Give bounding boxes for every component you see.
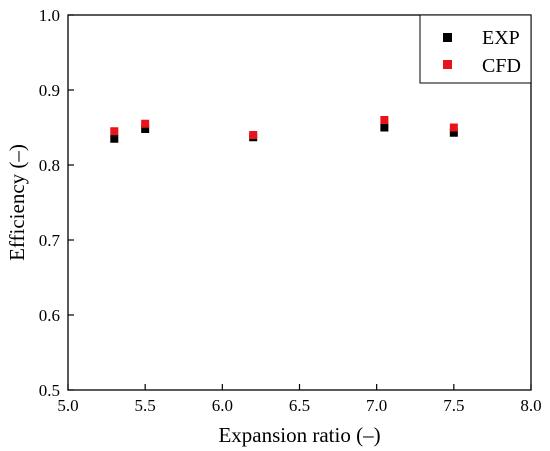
legend-label-cfd: CFD [482, 55, 521, 77]
point-cfd [380, 116, 389, 124]
point-cfd [110, 127, 119, 136]
x-tick-label: 7.0 [366, 396, 387, 415]
y-tick-label: 0.5 [39, 381, 60, 400]
y-tick-label: 0.6 [39, 306, 60, 325]
point-exp [110, 134, 119, 143]
y-axis-ticks: 0.5 0.6 0.7 0.8 0.9 1.0 [39, 6, 74, 400]
x-axis-title: Expansion ratio (–) [218, 423, 380, 447]
y-tick-label: 1.0 [39, 6, 60, 25]
y-tick-label: 0.7 [39, 231, 61, 250]
data-points [110, 116, 458, 143]
x-tick-label: 8.0 [520, 396, 541, 415]
legend-marker-exp [443, 33, 452, 42]
legend: EXP CFD [419, 14, 532, 84]
y-axis-title: Efficiency (–) [5, 144, 29, 261]
x-tick-label: 7.5 [443, 396, 464, 415]
point-cfd [249, 131, 258, 139]
point-exp [141, 125, 150, 133]
point-exp [380, 123, 389, 132]
x-tick-label: 5.5 [135, 396, 156, 415]
point-cfd [449, 123, 458, 132]
x-tick-label: 5.0 [57, 396, 78, 415]
legend-box [419, 14, 532, 84]
x-tick-label: 6.5 [289, 396, 310, 415]
x-axis-ticks: 5.0 5.5 6.0 6.5 7.0 7.5 8.0 [57, 384, 542, 415]
y-tick-label: 0.9 [39, 81, 60, 100]
point-exp [449, 128, 458, 137]
point-cfd [141, 119, 150, 128]
x-tick-label: 6.0 [212, 396, 233, 415]
legend-marker-cfd [443, 60, 452, 69]
legend-label-exp: EXP [482, 27, 520, 49]
y-tick-label: 0.8 [39, 156, 60, 175]
